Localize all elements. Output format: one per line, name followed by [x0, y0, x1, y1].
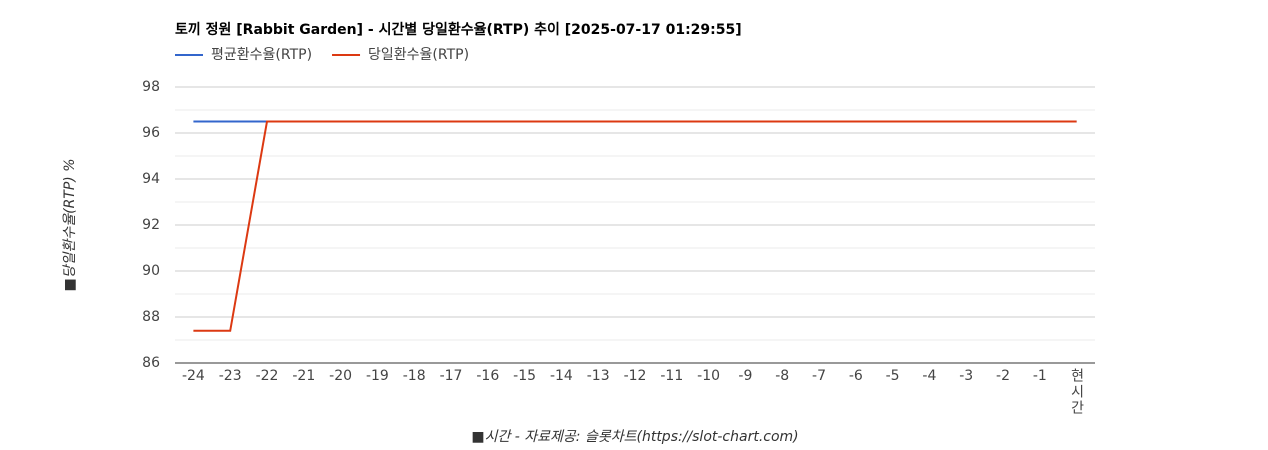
x-tick-label: -6: [849, 368, 863, 384]
x-tick-label: -11: [660, 368, 683, 384]
x-tick-label: -14: [550, 368, 573, 384]
x-tick-label: -7: [812, 368, 826, 384]
x-axis-title: ■시간 - 자료제공: 슬롯차트(https://slot-chart.com): [471, 429, 798, 445]
y-tick-label: 86: [142, 355, 160, 371]
series-line: [193, 120, 1077, 332]
legend-label: 당일환수율(RTP): [368, 47, 469, 63]
y-tick-label: 94: [142, 171, 160, 187]
x-tick-label: 현시간: [1069, 368, 1085, 416]
x-tick-label: -10: [697, 368, 720, 384]
x-tick-label: -21: [292, 368, 315, 384]
x-tick-label: -16: [476, 368, 499, 384]
x-tick-label: -17: [440, 368, 463, 384]
y-tick-label: 88: [142, 309, 160, 325]
x-tick-label: -5: [886, 368, 900, 384]
x-tick-label: -3: [959, 368, 973, 384]
y-axis-title: ■당일환수율(RTP) %: [62, 158, 78, 291]
x-tick-label: -2: [996, 368, 1010, 384]
y-tick-label: 90: [142, 263, 160, 279]
x-tick-label: -13: [587, 368, 610, 384]
x-tick-label: -8: [775, 368, 789, 384]
x-tick-label: -4: [922, 368, 936, 384]
x-tick-label: -9: [738, 368, 752, 384]
x-tick-label: -24: [182, 368, 205, 384]
x-tick-label: -18: [403, 368, 426, 384]
x-tick-label: -15: [513, 368, 536, 384]
x-tick-label: -1: [1033, 368, 1047, 384]
x-tick-label: -22: [256, 368, 279, 384]
chart-title: 토끼 정원 [Rabbit Garden] - 시간별 당일환수율(RTP) 추…: [175, 21, 742, 38]
y-tick-label: 96: [142, 125, 160, 141]
legend-label: 평균환수율(RTP): [211, 47, 312, 63]
x-tick-label: -23: [219, 368, 242, 384]
x-tick-label: -20: [329, 368, 352, 384]
y-tick-label: 98: [142, 79, 160, 95]
y-tick-label: 92: [142, 217, 160, 233]
x-tick-label: -12: [624, 368, 647, 384]
x-tick-label: -19: [366, 368, 389, 384]
